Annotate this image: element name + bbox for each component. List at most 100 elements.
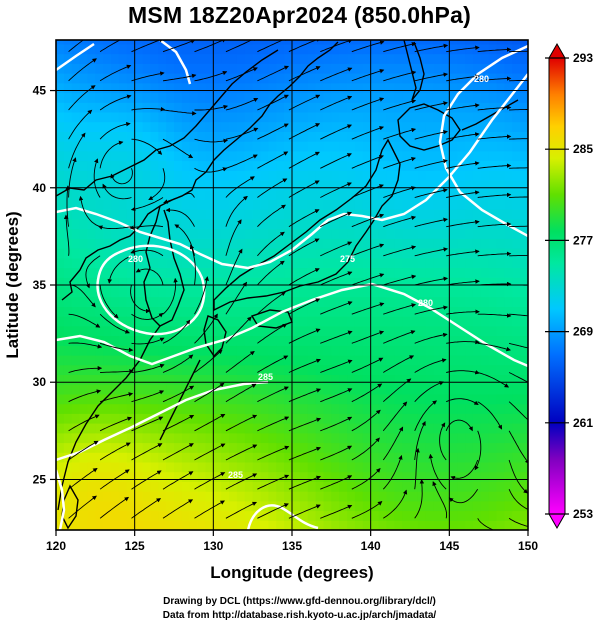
heat-cell: [87, 286, 96, 298]
heat-cell: [370, 199, 380, 210]
heat-cell: [284, 160, 293, 171]
heat-cell: [331, 277, 340, 288]
heat-cell: [213, 355, 222, 366]
heat-cell: [213, 53, 222, 64]
heat-cell: [299, 131, 309, 142]
heat-cell: [260, 374, 269, 385]
heat-cell: [260, 393, 269, 405]
heat-cell: [449, 248, 458, 259]
heat-cell: [307, 53, 317, 64]
heat-cell: [103, 393, 112, 405]
heat-cell: [87, 432, 96, 444]
streamline: [383, 127, 417, 140]
heat-cell: [205, 355, 214, 366]
heat-cell: [520, 40, 528, 45]
x-tick-label: 130: [203, 539, 223, 553]
heat-cell: [174, 40, 183, 45]
heat-cell: [142, 432, 151, 444]
heat-cell: [449, 520, 458, 530]
heat-cell: [512, 131, 521, 142]
heat-cell: [449, 296, 458, 307]
heat-cell: [339, 40, 348, 45]
heat-cell: [229, 335, 238, 346]
heat-cell: [103, 73, 112, 84]
heat-cell: [229, 92, 238, 103]
heat-cell: [284, 335, 293, 346]
heat-cell: [472, 141, 482, 152]
heat-cell: [520, 82, 528, 94]
heat-cell: [118, 364, 128, 375]
heat-cell: [378, 461, 387, 473]
heat-cell: [63, 141, 73, 152]
heat-cell: [189, 452, 199, 463]
heat-cell: [394, 316, 403, 327]
heat-cell: [118, 209, 128, 220]
heat-cell: [221, 335, 230, 346]
heat-cell: [496, 374, 505, 385]
heat-cell: [488, 53, 498, 64]
heat-cell: [284, 102, 293, 113]
heat-cell: [87, 423, 96, 434]
heat-cell: [457, 461, 466, 473]
streamline: [477, 76, 512, 82]
heat-cell: [347, 461, 356, 473]
heat-cell: [158, 461, 167, 473]
streamline: [257, 94, 289, 111]
x-tick-label: 140: [361, 539, 381, 553]
heat-cell: [449, 111, 458, 123]
heat-cell: [197, 160, 207, 171]
heat-cell: [87, 189, 96, 200]
heat-cell: [118, 238, 128, 249]
heat-cell: [276, 277, 285, 288]
heat-cell: [166, 286, 175, 298]
heat-cell: [174, 335, 183, 346]
heat-cell: [252, 63, 262, 74]
heat-cell: [425, 452, 435, 463]
heat-cell: [323, 248, 332, 259]
heat-cell: [103, 180, 112, 191]
heat-cell: [244, 277, 254, 288]
streamline: [63, 214, 70, 256]
heat-cell: [339, 131, 348, 142]
heat-cell: [284, 423, 293, 434]
streamline: [320, 241, 353, 257]
heat-cell: [449, 306, 458, 317]
heat-cell: [362, 316, 372, 327]
heat-cell: [315, 43, 325, 55]
heat-cell: [402, 63, 411, 74]
heat-cell: [126, 277, 136, 288]
heat-cell: [299, 413, 309, 424]
heat-cell: [465, 180, 474, 191]
heat-cell: [370, 345, 380, 356]
streamline: [162, 109, 197, 116]
heat-cell: [323, 92, 332, 103]
heat-cell: [307, 189, 317, 200]
heat-cell: [79, 296, 89, 307]
streamline: [351, 409, 381, 432]
streamline: [320, 124, 352, 140]
heat-cell: [378, 520, 387, 530]
heat-cell: [284, 452, 293, 463]
heat-cell: [56, 53, 65, 64]
heat-cell: [441, 92, 450, 103]
heat-cell: [221, 277, 230, 288]
heat-cell: [229, 500, 238, 512]
heat-cell: [126, 510, 136, 521]
heat-cell: [252, 92, 262, 103]
heat-cell: [260, 335, 269, 346]
heat-cell: [142, 82, 151, 94]
heat-cell: [181, 296, 191, 307]
streamline: [351, 155, 384, 169]
heat-cell: [433, 393, 443, 405]
heat-cell: [197, 345, 207, 356]
heat-cell: [386, 432, 395, 444]
heat-cell: [402, 471, 411, 482]
heat-cell: [386, 335, 395, 346]
heat-cell: [410, 393, 419, 405]
heat-cell: [425, 102, 435, 113]
heat-cell: [402, 461, 411, 473]
heat-cell: [260, 277, 269, 288]
streamline: [288, 151, 320, 169]
heat-cell: [236, 228, 246, 239]
heat-cell: [166, 442, 175, 453]
